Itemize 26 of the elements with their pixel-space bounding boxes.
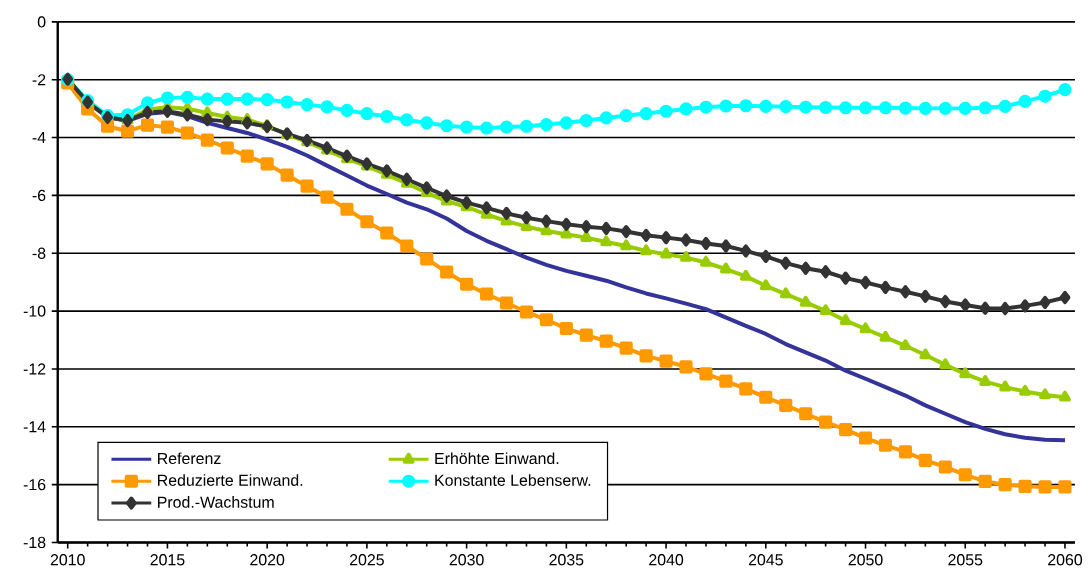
x-tick-label: 2040 [649,553,684,566]
legend-label: Referenz [158,452,221,464]
x-tick-label: 2015 [150,553,185,566]
y-tick-label: -12 [23,363,46,375]
y-tick-label: -6 [32,189,46,201]
x-tick-label: 2010 [50,553,85,566]
legend-label: Konstante Lebenserw. [435,474,591,486]
y-tick-label: -8 [32,247,46,259]
legend-label: Erhöhte Einwand. [435,452,559,464]
x-tick-label: 2060 [1048,553,1083,566]
x-tick-label: 2025 [349,553,384,566]
x-tick-label: 2045 [748,553,783,566]
legend-label: Prod.-Wachstum [158,496,274,508]
x-tick-label: 2035 [549,553,584,566]
y-tick-label: -18 [23,536,46,548]
y-tick-label: -10 [23,305,46,317]
legend-label: Reduzierte Einwand. [158,474,303,486]
x-tick-label: 2055 [948,553,983,566]
x-tick-label: 2020 [250,553,285,566]
x-tick-label: 2030 [449,553,484,566]
y-tick-label: -16 [23,478,46,491]
y-tick-label: -14 [23,421,46,433]
y-tick-label: 0 [37,16,46,28]
y-tick-label: -4 [32,131,46,143]
x-tick-label: 2050 [848,553,883,566]
y-tick-label: -2 [32,74,46,86]
